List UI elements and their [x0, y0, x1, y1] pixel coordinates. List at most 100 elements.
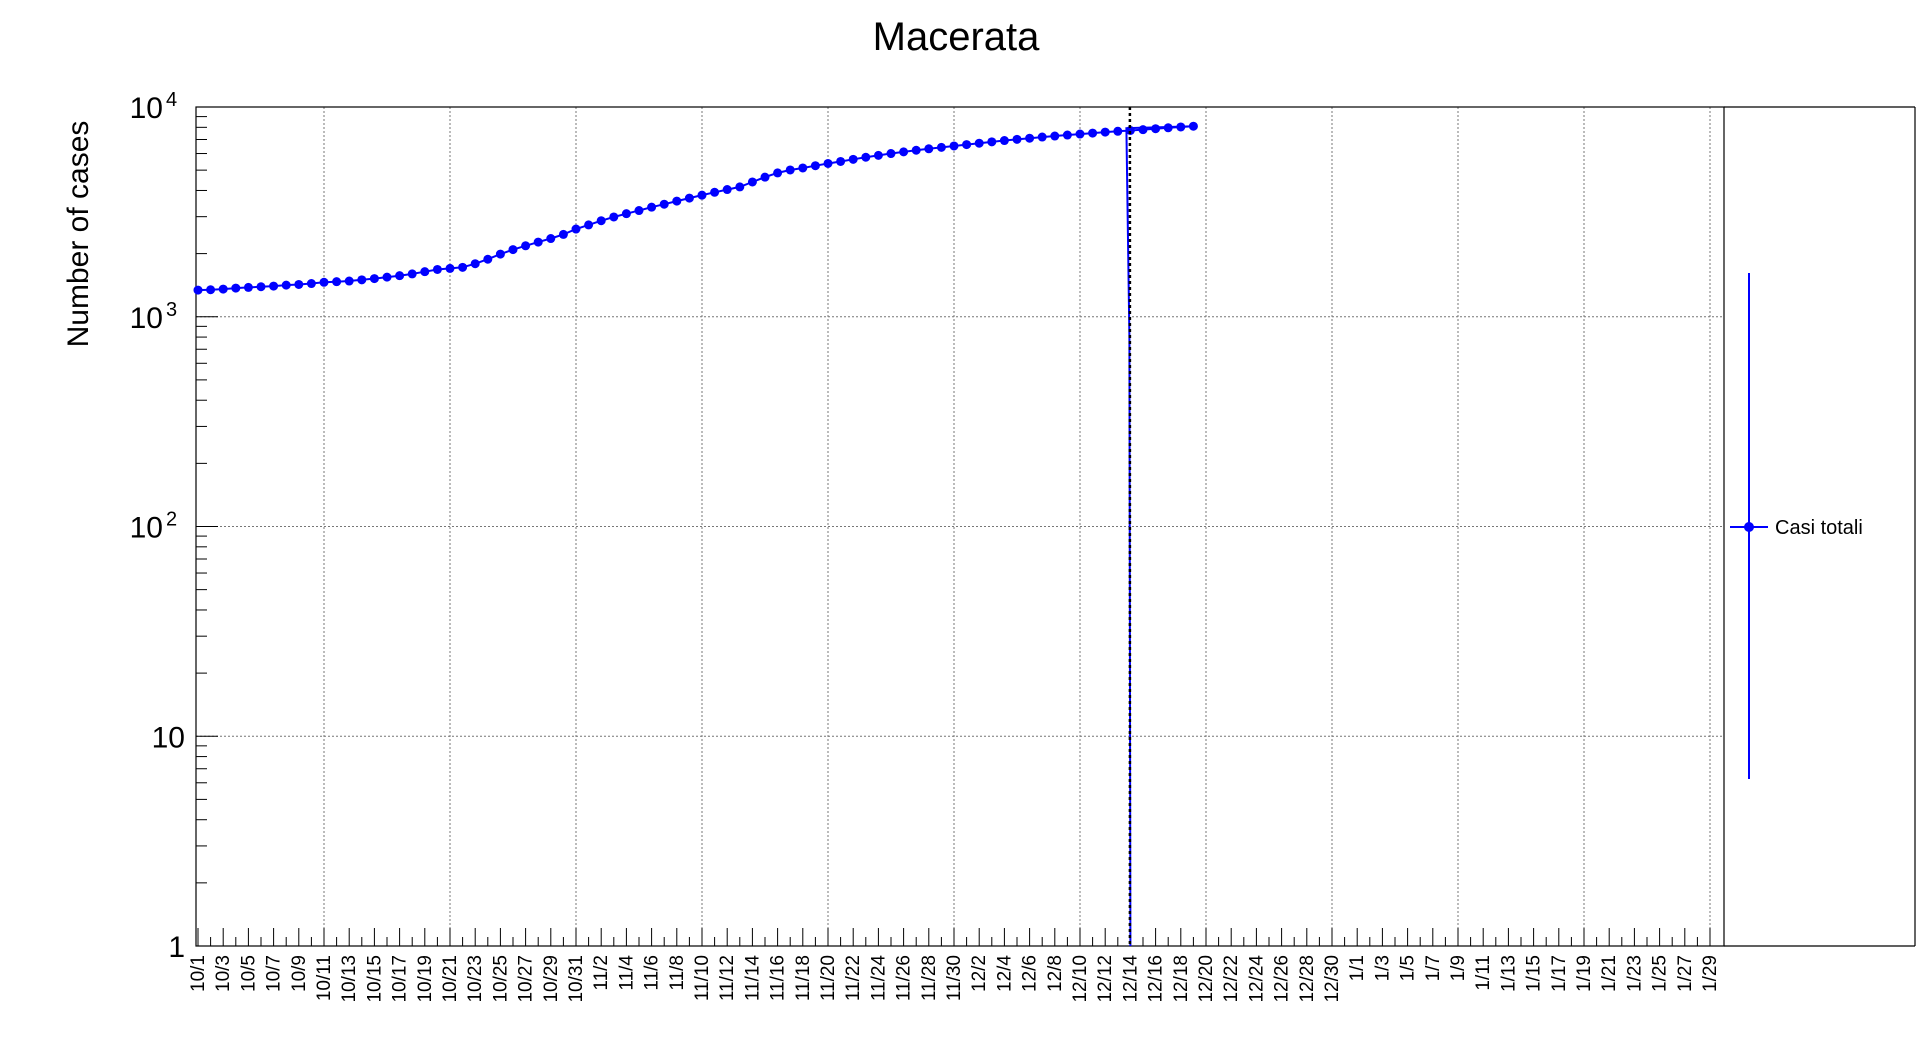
data-point — [319, 277, 329, 287]
data-point — [281, 280, 291, 290]
data-point — [483, 254, 493, 264]
data-point — [1012, 134, 1022, 144]
x-tick-label: 12/8 — [1045, 955, 1066, 992]
x-tick-label: 1/25 — [1650, 955, 1671, 992]
data-point — [1050, 131, 1060, 141]
x-tick-label: 11/10 — [692, 955, 713, 1001]
data-point — [369, 274, 379, 284]
data-point — [684, 193, 694, 203]
data-point — [936, 142, 946, 152]
data-point — [558, 229, 568, 239]
x-tick-label: 1/1 — [1347, 955, 1368, 981]
x-tick-label: 1/11 — [1473, 955, 1494, 991]
x-tick-label: 12/4 — [994, 955, 1015, 992]
data-point — [332, 277, 342, 287]
x-tick-label: 12/20 — [1196, 955, 1217, 1003]
legend-label: Casi totali — [1775, 517, 1863, 539]
y-tick-label: 1 — [168, 931, 185, 964]
x-tick-label: 11/28 — [919, 955, 940, 1001]
data-point — [659, 199, 669, 209]
data-point — [206, 285, 216, 295]
data-point — [873, 150, 883, 160]
data-point — [999, 136, 1009, 146]
data-point — [1025, 133, 1035, 143]
y-tick-label: 10 — [130, 302, 163, 335]
data-point — [1125, 125, 1135, 135]
y-axis-label: Number of cases — [62, 121, 95, 348]
data-point — [571, 224, 581, 234]
data-point — [420, 267, 430, 277]
data-point — [823, 158, 833, 168]
data-point — [546, 234, 556, 244]
data-point — [306, 279, 316, 289]
data-point — [1188, 121, 1198, 131]
x-tick-label: 1/21 — [1599, 955, 1620, 992]
data-point — [987, 137, 997, 147]
x-tick-label: 11/22 — [843, 955, 864, 1001]
x-tick-label: 10/23 — [465, 955, 486, 1003]
y-tick-label: 10 — [130, 92, 163, 125]
data-point — [861, 152, 871, 162]
data-point — [710, 187, 720, 197]
x-tick-label: 12/16 — [1146, 955, 1167, 1003]
data-point — [1113, 126, 1123, 136]
data-point — [508, 245, 518, 255]
x-tick-label: 12/12 — [1095, 955, 1116, 1003]
x-tick-label: 11/6 — [642, 955, 663, 991]
data-point — [785, 165, 795, 175]
data-point — [1100, 127, 1110, 137]
data-point — [231, 283, 241, 293]
data-point — [1062, 130, 1072, 140]
data-point — [344, 276, 354, 286]
x-tick-label: 10/31 — [566, 955, 587, 1003]
data-point — [735, 182, 745, 192]
data-point — [773, 168, 783, 178]
legend-marker — [1744, 522, 1754, 532]
data-point — [609, 212, 619, 222]
x-tick-label: 10/3 — [213, 955, 234, 992]
data-point — [1138, 125, 1148, 135]
x-tick-label: 10/17 — [390, 955, 411, 1003]
legend: Casi totali — [1730, 273, 1863, 779]
data-point — [1037, 132, 1047, 142]
data-point — [760, 172, 770, 182]
data-point — [747, 177, 757, 187]
data-point — [911, 145, 921, 155]
x-tick-label: 10/5 — [238, 955, 259, 992]
x-tick-label: 1/13 — [1498, 955, 1519, 992]
x-tick-label: 12/14 — [1120, 955, 1141, 1003]
data-point — [621, 209, 631, 219]
data-point — [1163, 123, 1173, 133]
x-tick-label: 12/18 — [1171, 955, 1192, 1003]
grid — [196, 107, 1724, 946]
x-tick-label: 12/26 — [1272, 955, 1293, 1003]
x-tick-label: 10/27 — [516, 955, 537, 1003]
series-line — [197, 125, 1194, 947]
x-tick-label: 11/8 — [667, 955, 688, 991]
data-point — [445, 263, 455, 273]
x-tick-label: 11/26 — [894, 955, 915, 1001]
x-tick-label: 1/3 — [1372, 955, 1393, 981]
data-point — [193, 285, 203, 295]
data-point — [722, 185, 732, 195]
data-point — [243, 282, 253, 292]
data-point — [886, 149, 896, 159]
x-tick-label: 1/23 — [1624, 955, 1645, 992]
data-point — [1151, 124, 1161, 134]
y-tick-label: 10 — [130, 512, 163, 545]
data-point — [584, 220, 594, 230]
y-tick-label-exponent: 4 — [166, 89, 177, 111]
data-point — [798, 163, 808, 173]
x-tick-label: 11/20 — [818, 955, 839, 1001]
y-tick-label-exponent: 3 — [166, 299, 177, 321]
x-tick-label: 10/11 — [314, 955, 335, 1001]
x-tick-label: 11/2 — [591, 955, 612, 991]
x-tick-label: 10/9 — [289, 955, 310, 992]
data-point — [407, 269, 417, 279]
x-tick-label: 11/16 — [768, 955, 789, 1001]
data-point — [596, 216, 606, 226]
data-point — [1088, 128, 1098, 138]
x-tick-label: 11/24 — [868, 955, 889, 1002]
data-point — [924, 144, 934, 154]
